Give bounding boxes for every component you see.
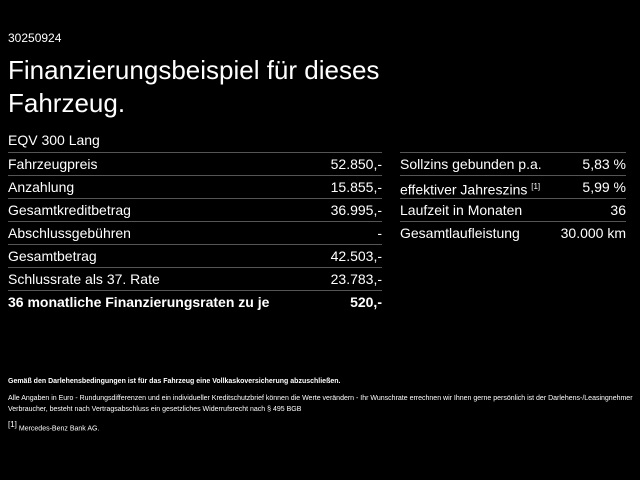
- table-row: Fahrzeugpreis 52.850,-: [8, 152, 382, 175]
- footnote: Gemäß den Darlehensbedingungen ist für d…: [8, 378, 341, 385]
- table-row: Abschlussgebühren -: [8, 221, 382, 244]
- row-label: Schlussrate als 37. Rate: [8, 271, 160, 287]
- ref-text: Mercedes-Benz Bank AG.: [18, 425, 100, 433]
- row-value: 36.995,-: [330, 202, 382, 218]
- row-value: 42.503,-: [330, 248, 382, 264]
- row-label: Gesamtkreditbetrag: [8, 202, 131, 218]
- table-row: Laufzeit in Monaten 36: [400, 198, 626, 221]
- row-value: 5,83 %: [582, 156, 626, 172]
- row-value: 30.000 km: [560, 225, 626, 241]
- footnote-ref: [1] Mercedes-Benz Bank AG.: [8, 420, 99, 432]
- row-label: Fahrzeugpreis: [8, 156, 98, 172]
- table-row: Schlussrate als 37. Rate 23.783,-: [8, 267, 382, 290]
- footnote-ref: [1]: [531, 182, 541, 191]
- table-row: Gesamtlaufleistung 30.000 km: [400, 221, 626, 244]
- row-label: Anzahlung: [8, 179, 75, 195]
- row-label: Gesamtbetrag: [8, 248, 97, 264]
- row-label: Abschlussgebühren: [8, 225, 131, 241]
- row-value: 5,99 %: [582, 179, 626, 195]
- table-row: Gesamtkreditbetrag 36.995,-: [8, 198, 382, 221]
- disclaimer: Alle Angaben in Euro - Rundungsdifferenz…: [8, 395, 633, 413]
- table-row: 36 monatliche Finanzierungsraten zu je 52…: [8, 290, 382, 313]
- row-value: 520,-: [350, 294, 382, 310]
- table-row: Gesamtbetrag 42.503,-: [8, 244, 382, 267]
- title: Finanzierungsbeispiel für dieses Fahrzeu…: [8, 55, 380, 118]
- row-label: 36 monatliche Finanzierungsraten zu je: [8, 294, 270, 310]
- row-label: Laufzeit in Monaten: [400, 202, 523, 218]
- row-value: 36: [610, 202, 626, 218]
- offer-id: 30250924: [8, 31, 62, 45]
- left-table: Fahrzeugpreis 52.850,- Anzahlung 15.855,- Ge…: [8, 152, 382, 313]
- row-value: 52.850,-: [330, 156, 382, 172]
- model: EQV 300 Lang: [8, 132, 100, 148]
- table-row: effektiver Jahreszins [1] 5,99 %: [400, 175, 626, 198]
- row-label: Gesamtlaufleistung: [400, 225, 520, 241]
- table-row: Sollzins gebunden p.a. 5,83 %: [400, 152, 626, 175]
- ref-mark: [1]: [8, 420, 17, 429]
- row-label: effektiver Jahreszins [1]: [400, 181, 541, 198]
- row-value: 23.783,-: [330, 271, 382, 287]
- row-label: Sollzins gebunden p.a.: [400, 156, 542, 172]
- right-table: Sollzins gebunden p.a. 5,83 % effektiver J…: [400, 152, 626, 244]
- row-value: 15.855,-: [330, 179, 382, 195]
- row-value: -: [377, 225, 382, 241]
- table-row: Anzahlung 15.855,-: [8, 175, 382, 198]
